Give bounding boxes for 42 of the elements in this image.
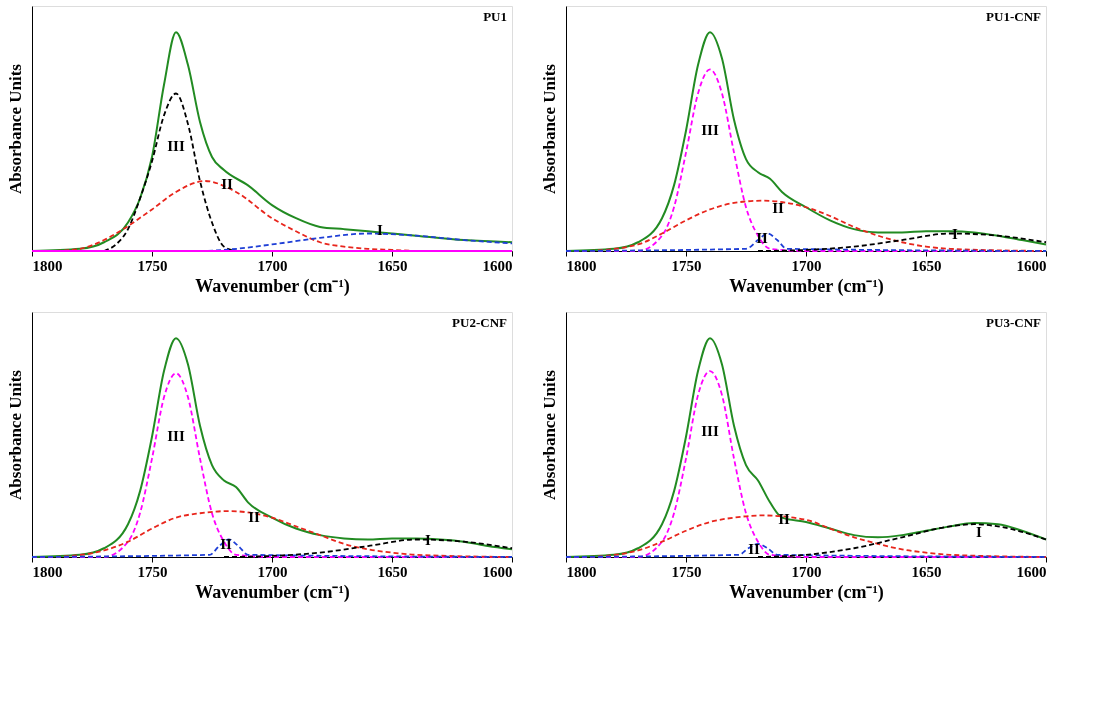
x-tick-label: 1600 [482, 257, 513, 274]
x-axis-title: Wavenumber (cm⁻¹) [729, 581, 884, 603]
annotation: II [772, 200, 784, 216]
x-tick-label: 1800 [32, 563, 63, 580]
y-axis-title: Absorbance Units [5, 369, 25, 500]
x-tick-label: 1700 [257, 563, 288, 580]
x-tick-label: 1650 [911, 257, 942, 274]
annotation: I [976, 524, 983, 540]
x-tick-label: 1700 [257, 257, 288, 274]
x-tick-label: 1650 [377, 257, 408, 274]
x-tick-label: 1600 [482, 563, 513, 580]
x-axis-title: Wavenumber (cm⁻¹) [195, 581, 350, 603]
x-axis-title: Wavenumber (cm⁻¹) [195, 275, 350, 297]
x-tick-label: 1650 [377, 563, 408, 580]
chart-title: PU1 [483, 9, 507, 24]
y-axis-title: Absorbance Units [5, 63, 25, 194]
x-tick-label: 1700 [791, 257, 822, 274]
annotation: III [701, 122, 719, 138]
annotation: II [221, 176, 233, 192]
x-tick-label: 1600 [1016, 563, 1047, 580]
annotation: II [248, 509, 260, 525]
chart-title: PU3-CNF [986, 315, 1042, 330]
x-tick-label: 1750 [137, 563, 168, 580]
y-axis-title: Absorbance Units [539, 63, 559, 194]
x-tick-label: 1600 [1016, 257, 1047, 274]
x-axis-title: Wavenumber (cm⁻¹) [729, 275, 884, 297]
x-tick-label: 1650 [911, 563, 942, 580]
chart-title: PU2-CNF [452, 315, 508, 330]
chart-title: PU1-CNF [986, 9, 1042, 24]
annotation: II [220, 536, 232, 552]
x-tick-label: 1800 [566, 563, 597, 580]
annotation: III [167, 138, 185, 154]
annotation: III [701, 423, 719, 439]
x-tick-label: 1800 [32, 257, 63, 274]
x-tick-label: 1800 [566, 257, 597, 274]
x-tick-label: 1750 [137, 257, 168, 274]
x-tick-label: 1750 [671, 563, 702, 580]
y-axis-title: Absorbance Units [539, 369, 559, 500]
annotation: III [167, 428, 185, 444]
x-tick-label: 1750 [671, 257, 702, 274]
annotation: II [748, 541, 760, 557]
x-tick-label: 1700 [791, 563, 822, 580]
